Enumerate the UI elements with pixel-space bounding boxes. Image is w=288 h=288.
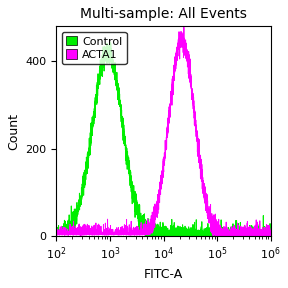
Control <box>92 124 95 128</box>
Y-axis label: Count: Count <box>7 113 20 150</box>
Control <box>269 234 272 238</box>
Control <box>265 231 268 234</box>
Legend: Control, ACTA1: Control, ACTA1 <box>62 32 127 65</box>
Control <box>55 231 58 235</box>
ACTA1 <box>265 234 268 238</box>
ACTA1 <box>146 217 149 221</box>
ACTA1 <box>79 231 83 235</box>
ACTA1 <box>92 231 95 235</box>
Control <box>242 227 245 230</box>
ACTA1 <box>182 26 185 29</box>
ACTA1 <box>137 232 140 235</box>
Control <box>109 40 112 44</box>
ACTA1 <box>242 234 245 238</box>
ACTA1 <box>55 231 58 235</box>
Line: ACTA1: ACTA1 <box>56 27 271 236</box>
Control <box>144 234 147 238</box>
Title: Multi-sample: All Events: Multi-sample: All Events <box>80 7 247 21</box>
ACTA1 <box>215 234 218 238</box>
ACTA1 <box>269 234 272 238</box>
X-axis label: FITC-A: FITC-A <box>144 268 183 281</box>
Line: Control: Control <box>56 42 271 236</box>
Control <box>79 196 83 199</box>
Control <box>146 226 150 229</box>
Control <box>137 224 140 228</box>
